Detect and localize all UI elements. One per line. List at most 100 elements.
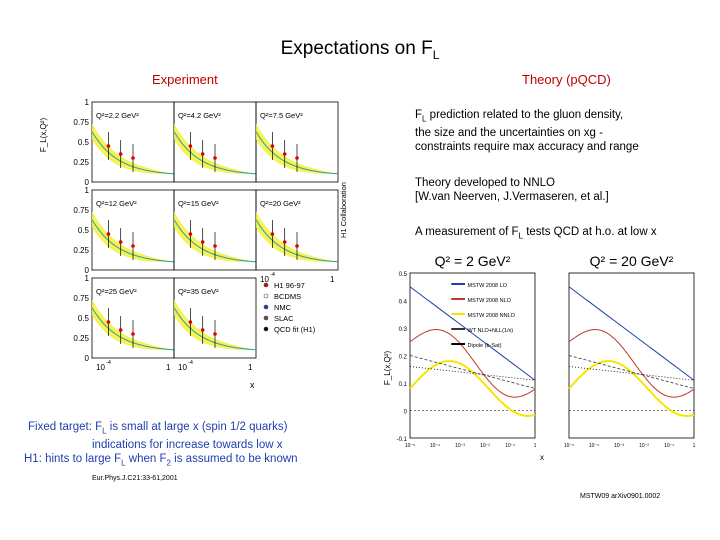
h1-x-tick: 1 — [330, 275, 335, 284]
h1-data-point — [118, 328, 123, 332]
h1-legend-label: SLAC — [274, 314, 294, 323]
h1-reference: Eur.Phys.J.C21:33-61,2001 — [92, 475, 178, 482]
h1-uncertainty-band — [256, 211, 338, 262]
h1-y-tick: 0.25 — [73, 334, 89, 343]
h1-x-tick: -4 — [188, 360, 193, 366]
h1-x-tick: 10 — [178, 363, 187, 372]
h1-legend-marker — [263, 282, 269, 288]
h1-data-point — [118, 240, 123, 244]
h1-x-tick: -4 — [106, 360, 111, 366]
h1-fl-figure: F_L(x,Q²) H1 Collaboration Q²=2.2 GeV²10… — [40, 98, 348, 390]
h1-uncertainty-band — [174, 123, 256, 174]
h1-y-tick: 0.75 — [73, 206, 89, 215]
h1-data-point — [200, 152, 205, 156]
h1-y-tick: 0.25 — [73, 158, 89, 167]
h1-panel-label: Q²=25 GeV² — [96, 287, 137, 296]
h1-data-point — [118, 152, 123, 156]
h1-data-point — [282, 152, 287, 156]
h1-legend-label: BCDMS — [274, 292, 301, 301]
h1-uncertainty-band — [174, 211, 256, 262]
h1-panel-label: Q²=15 GeV² — [178, 199, 219, 208]
mstw-panel-title: Q² = 2 GeV² — [435, 253, 511, 269]
mstw-nlo-curve — [568, 328, 695, 398]
mstw-x-tick: 10⁻³ — [455, 443, 465, 449]
h1-side-label: H1 Collaboration — [339, 182, 348, 238]
h1-x-tick: 10 — [96, 363, 105, 372]
h1-data-point — [188, 320, 193, 324]
h1-data-point — [188, 232, 193, 236]
h1-panel-label: Q²=7.5 GeV² — [260, 111, 303, 120]
experiment-heading: Experiment — [152, 72, 218, 87]
h1-x-tick: 10 — [260, 275, 269, 284]
h1-y-tick: 0 — [85, 354, 90, 363]
h1-uncertainty-band — [92, 123, 174, 174]
h1-data-point — [106, 232, 111, 236]
h1-x-tick: 1 — [248, 363, 253, 372]
mstw-panel-title: Q² = 20 GeV² — [590, 253, 674, 269]
mstw-wt-curve — [409, 355, 536, 389]
h1-uncertainty-band — [92, 299, 174, 350]
h1-legend-marker — [263, 315, 269, 321]
h1-y-tick: 0 — [85, 266, 90, 275]
h1-data-point — [200, 328, 205, 332]
theory-paragraph-1: FL prediction related to the gluon densi… — [415, 109, 639, 154]
h1-data-point — [106, 320, 111, 324]
mstw-x-tick: 10⁻⁵ — [405, 443, 415, 449]
h1-y-tick: 1 — [85, 98, 90, 107]
h1-data-point — [270, 144, 275, 148]
h1-y-tick: 0.75 — [73, 118, 89, 127]
h1-data-point — [270, 232, 275, 236]
mstw-y-tick: 0.5 — [399, 272, 408, 278]
page-title: Expectations on FL — [280, 38, 440, 62]
h1-y-tick: 0.75 — [73, 294, 89, 303]
mstw-x-tick: 10⁻² — [480, 443, 490, 449]
mstw-x-tick: 10⁻⁴ — [430, 443, 440, 449]
mstw-y-tick: 0.4 — [399, 300, 408, 306]
h1-y-tick: 0.5 — [78, 314, 90, 323]
mstw-x-tick: 10⁻³ — [614, 443, 624, 449]
theory-paragraph-2: Theory developed to NNLO [W.van Neerven,… — [415, 177, 609, 203]
mstw-fl-figure: F_L(x,Q²) Q² = 2 GeV² 0.5 0.4 0.3 0.2 0.1 0 -0.1… — [383, 253, 696, 462]
mstw-lo-curve — [409, 286, 536, 381]
h1-data-point — [213, 244, 217, 248]
mstw-x-tick: 10⁻¹ — [664, 443, 674, 449]
h1-panel-frame — [255, 101, 339, 183]
h1-panel-frame — [255, 189, 339, 271]
h1-y-tick: 1 — [85, 186, 90, 195]
h1-data-point — [188, 144, 193, 148]
mstw-nnlo-curve — [568, 360, 695, 417]
h1-legend-label: QCD fit (H1) — [274, 325, 316, 334]
mstw-legend-label: MSTW 2008 NNLO — [468, 313, 516, 319]
h1-y-tick: 0.25 — [73, 246, 89, 255]
h1-data-point — [295, 156, 299, 160]
h1-data-point — [131, 156, 135, 160]
mstw-y-tick: 0 — [404, 410, 408, 416]
h1-data-point — [200, 240, 205, 244]
mstw-x-axis-label: x — [540, 453, 544, 462]
h1-panel-label: Q²=20 GeV² — [260, 199, 301, 208]
h1-data-point — [106, 144, 111, 148]
h1-legend-marker — [263, 304, 269, 310]
h1-panel-label: Q²=35 GeV² — [178, 287, 219, 296]
h1-y-axis-label: F_L(x,Q²) — [40, 118, 48, 153]
mstw-x-tick: 10⁻⁴ — [589, 443, 599, 449]
h1-panel-label: Q²=12 GeV² — [96, 199, 137, 208]
mstw-legend-label: MSTW 2008 LO — [468, 283, 508, 289]
theory-paragraph-3: A measurement of FL tests QCD at h.o. at… — [415, 226, 657, 241]
h1-y-tick: 0 — [85, 178, 90, 187]
h1-y-tick: 0.5 — [78, 138, 90, 147]
h1-uncertainty-band — [174, 299, 256, 350]
mstw-y-axis-label: F_L(x,Q²) — [383, 351, 392, 386]
h1-legend-marker — [263, 293, 269, 299]
h1-legend-marker — [263, 326, 269, 332]
h1-x-axis-label: x — [250, 380, 255, 390]
h1-x-tick: 1 — [166, 363, 171, 372]
mstw-legend-label: MSTW 2008 NLO — [468, 298, 512, 304]
mstw-wt-curve — [568, 355, 695, 389]
mstw-x-tick: 10⁻² — [639, 443, 649, 449]
mstw-nnlo-curve — [409, 360, 536, 417]
h1-y-tick: 1 — [85, 274, 90, 283]
mstw-x-tick: 10⁻¹ — [505, 443, 515, 449]
mstw-y-tick: 0.2 — [399, 355, 408, 361]
mstw-nlo-curve — [409, 328, 536, 398]
